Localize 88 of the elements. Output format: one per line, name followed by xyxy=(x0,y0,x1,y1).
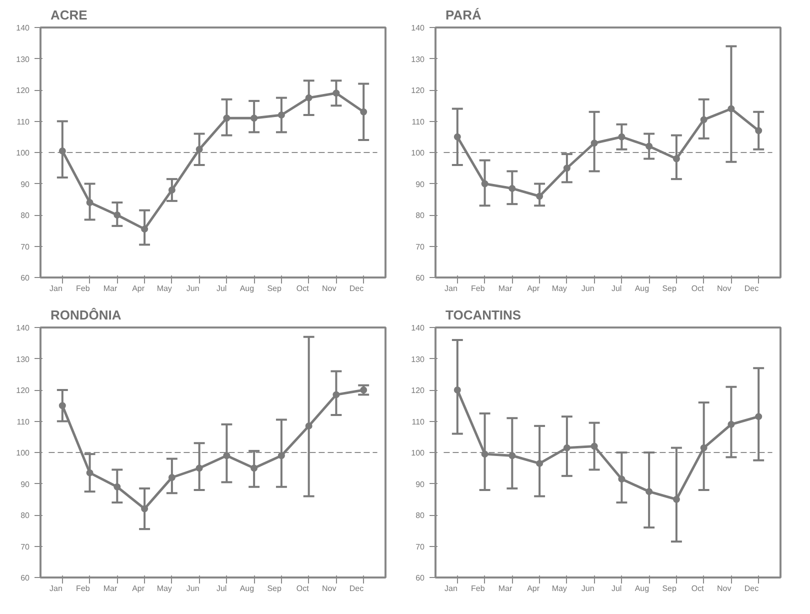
x-tick-label: Oct xyxy=(691,284,705,293)
y-tick-label: 130 xyxy=(16,354,30,364)
x-tick-label: Apr xyxy=(132,584,145,593)
x-tick-label: Feb xyxy=(76,284,90,293)
x-tick-label: Aug xyxy=(634,284,650,293)
y-tick-label: 140 xyxy=(16,24,30,32)
x-tick-label: Apr xyxy=(527,284,540,293)
x-tick-label: Jul xyxy=(611,584,622,593)
y-tick-label: 60 xyxy=(416,574,426,582)
y-tick-label: 130 xyxy=(16,54,30,64)
y-tick-label: 60 xyxy=(20,574,30,582)
x-tick-label: Oct xyxy=(691,584,705,593)
x-tick-label: Aug xyxy=(240,284,254,293)
y-tick-label: 80 xyxy=(20,511,30,520)
y-tick-label: 90 xyxy=(20,480,30,489)
y-tick-label: 140 xyxy=(411,24,426,32)
x-tick-label: Dec xyxy=(744,584,759,593)
y-tick-label: 120 xyxy=(16,386,30,395)
y-tick-label: 100 xyxy=(16,448,30,458)
x-tick-label: Dec xyxy=(349,284,364,293)
x-tick-label: Jul xyxy=(216,584,227,593)
x-tick-label: Dec xyxy=(744,284,759,293)
x-tick-label: Nov xyxy=(322,584,336,593)
y-tick-label: 110 xyxy=(412,417,426,426)
x-tick-label: Jan xyxy=(50,284,62,293)
x-tick-label: Oct xyxy=(296,284,310,293)
x-tick-label: Mar xyxy=(103,284,118,293)
x-tick-label: May xyxy=(156,584,172,593)
y-tick-label: 80 xyxy=(20,211,30,220)
y-tick-label: 110 xyxy=(16,417,30,426)
x-tick-label: Jan xyxy=(50,584,62,593)
y-tick-label: 130 xyxy=(411,354,426,364)
x-tick-label: May xyxy=(552,584,567,593)
x-tick-label: Mar xyxy=(498,284,513,293)
x-tick-label: Nov xyxy=(716,284,732,293)
x-tick-label: Jul xyxy=(216,284,227,293)
y-tick-label: 120 xyxy=(411,86,426,95)
y-tick-label: 100 xyxy=(16,148,30,158)
x-tick-label: Jul xyxy=(611,284,622,293)
y-tick-label: 60 xyxy=(416,274,426,282)
chart-title: PARÁ xyxy=(446,8,482,22)
x-tick-label: Nov xyxy=(322,284,336,293)
x-tick-label: Jun xyxy=(186,284,200,293)
y-tick-label: 80 xyxy=(416,511,426,520)
y-tick-label: 70 xyxy=(20,542,30,552)
x-tick-label: Jun xyxy=(581,284,594,293)
chart-title: ACRE xyxy=(50,8,88,22)
y-tick-label: 90 xyxy=(416,480,426,489)
y-tick-label: 140 xyxy=(411,324,426,332)
y-tick-label: 120 xyxy=(16,86,30,95)
x-tick-label: Jan xyxy=(444,584,458,593)
y-tick-label: 100 xyxy=(411,148,426,158)
x-tick-label: Feb xyxy=(76,584,90,593)
x-tick-label: May xyxy=(156,284,172,293)
y-tick-label: 130 xyxy=(411,54,426,64)
x-tick-label: Apr xyxy=(527,584,540,593)
y-tick-label: 100 xyxy=(411,448,426,458)
x-tick-label: May xyxy=(552,284,567,293)
x-tick-label: Sep xyxy=(267,284,282,293)
y-tick-label: 70 xyxy=(20,242,30,252)
y-tick-label: 140 xyxy=(16,324,30,332)
x-tick-label: Apr xyxy=(132,284,145,293)
y-tick-label: 90 xyxy=(20,180,30,189)
x-tick-label: Feb xyxy=(471,284,486,293)
y-tick-label: 90 xyxy=(416,180,426,189)
x-tick-label: Sep xyxy=(662,284,678,293)
y-tick-label: 120 xyxy=(411,386,426,395)
y-tick-label: 60 xyxy=(20,274,30,282)
x-tick-label: Aug xyxy=(240,584,254,593)
y-tick-label: 80 xyxy=(416,211,426,220)
chart-title: RONDÔNIA xyxy=(50,308,122,322)
x-tick-label: Sep xyxy=(267,584,282,593)
x-tick-label: Sep xyxy=(662,584,678,593)
x-tick-label: Feb xyxy=(471,584,486,593)
chart-title: TOCANTINS xyxy=(446,308,522,322)
y-tick-label: 110 xyxy=(412,117,426,126)
y-tick-label: 70 xyxy=(416,242,426,252)
x-tick-label: Mar xyxy=(103,584,118,593)
x-tick-label: Mar xyxy=(498,584,513,593)
x-tick-label: Aug xyxy=(634,584,650,593)
x-tick-label: Nov xyxy=(716,584,732,593)
x-tick-label: Dec xyxy=(349,584,364,593)
y-tick-label: 70 xyxy=(416,542,426,552)
y-tick-label: 110 xyxy=(16,117,30,126)
x-tick-label: Jan xyxy=(444,284,458,293)
x-tick-label: Jun xyxy=(186,584,200,593)
x-tick-label: Jun xyxy=(581,584,594,593)
x-tick-label: Oct xyxy=(296,584,310,593)
